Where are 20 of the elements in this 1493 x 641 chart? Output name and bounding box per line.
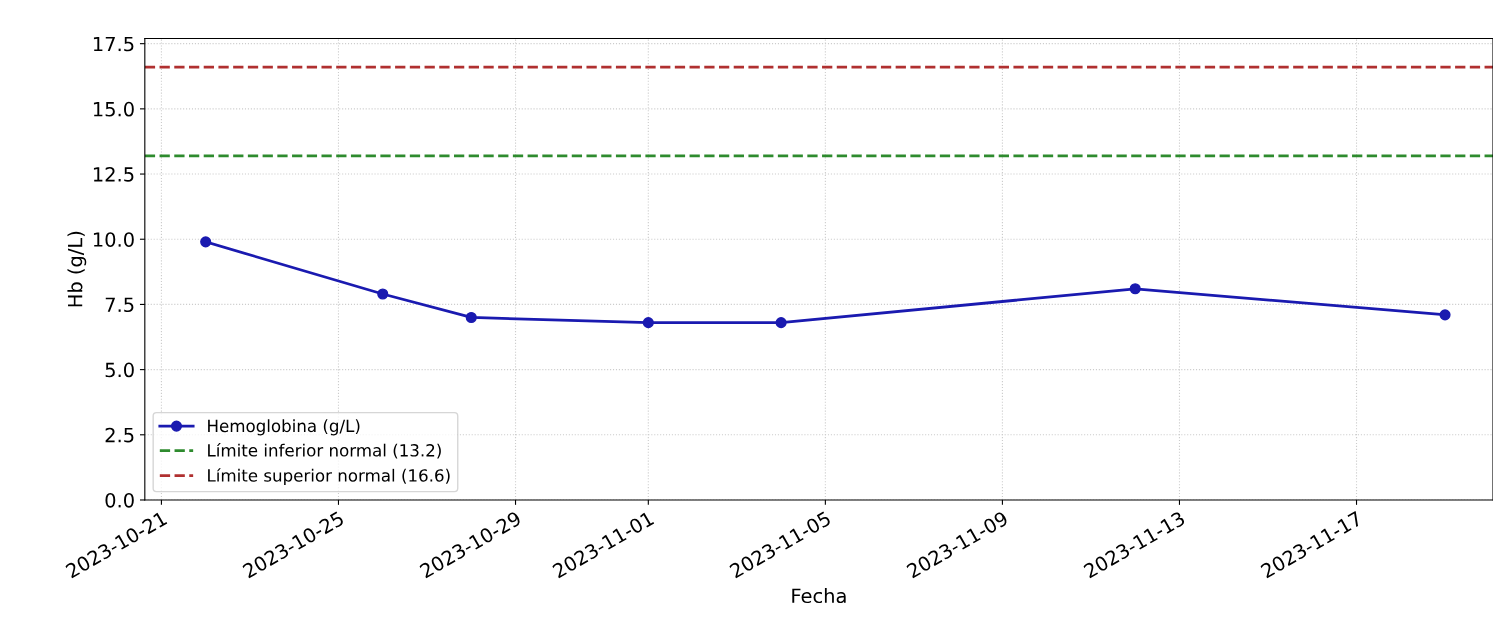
y-tick-label: 10.0 xyxy=(93,232,134,247)
y-tick-label: 12.5 xyxy=(93,167,134,182)
point xyxy=(775,317,787,329)
point xyxy=(200,236,212,248)
y-tick-label: 17.5 xyxy=(93,36,134,52)
legend-label: Hemoglobina (g/L) xyxy=(208,419,360,436)
y-tick-label: 2.5 xyxy=(105,427,134,443)
x-axis-title: Fecha xyxy=(792,588,846,604)
point xyxy=(1439,309,1451,321)
y-tick-label: 5.0 xyxy=(105,362,134,378)
point xyxy=(465,311,477,324)
legend-label: Límite superior normal (16.6) xyxy=(208,468,450,485)
point xyxy=(377,288,389,300)
legend-label: Límite inferior normal (13.2) xyxy=(208,443,441,459)
point xyxy=(1129,283,1141,295)
y-tick-label: 0.0 xyxy=(105,492,134,508)
y-axis-title: Hb (g/L) xyxy=(67,231,87,307)
y-tick-label: 7.5 xyxy=(105,297,134,313)
point xyxy=(642,317,654,329)
y-tick-label: 15.0 xyxy=(93,101,134,117)
